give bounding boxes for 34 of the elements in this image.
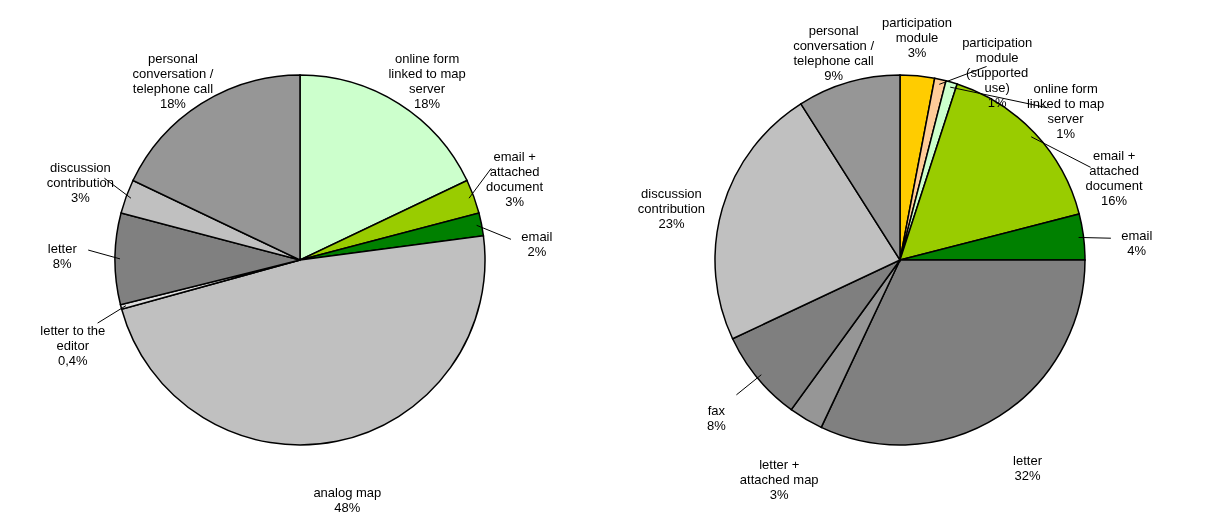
data-label: 8% [706,418,727,434]
data-label: 8% [52,255,73,271]
data-label: 48% [334,500,361,516]
slice-label: letter [47,240,78,256]
data-label: 23% [658,215,685,231]
data-label: 4% [1127,242,1147,258]
data-label: 9% [824,68,844,84]
slice-label: letter [1013,452,1043,468]
data-label: 18% [414,95,441,111]
slice-label: email + attached document [486,149,544,195]
data-label: 1% [1056,126,1076,142]
slice-label: fax [707,403,726,419]
data-label: 18% [159,95,187,111]
data-label: 3% [907,44,927,60]
data-label: 0,4% [57,352,89,368]
data-label: 1% [987,94,1008,110]
slice-label: personal conversation / telephone call [132,50,214,96]
slice-label: letter to the editor [40,322,106,353]
slice-label: personal conversation / telephone call [793,23,875,69]
slice-label: online form linked to map server [388,50,466,96]
slice-label: letter + attached map [739,457,819,488]
data-label: 32% [1014,467,1041,483]
data-label: 3% [769,487,790,503]
slice-label: discussion contribution [637,185,706,216]
slice-label: analog map [313,485,382,501]
data-label: 3% [505,194,525,210]
slice-label: email + attached document [1085,148,1144,194]
slice-label: participation module [881,14,953,45]
data-label: 16% [1101,193,1128,209]
data-label: 3% [71,190,91,206]
data-label: 2% [527,243,547,259]
slice-label: email [521,228,553,244]
slice-label: discussion contribution [46,160,115,191]
slice-label: email [1121,227,1153,243]
